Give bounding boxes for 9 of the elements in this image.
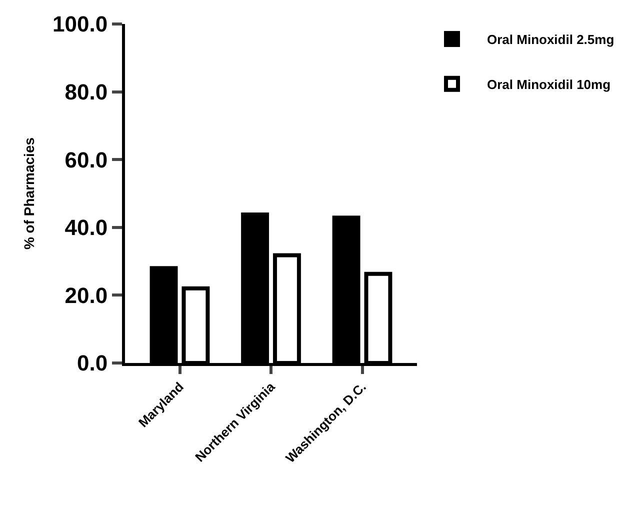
y-tick-label: 40.0 [64,215,108,240]
y-axis-title: % of Pharmacies [21,137,38,250]
y-tick-label: 0.0 [77,350,108,376]
legend-label: Oral Minoxidil 10mg [487,76,611,92]
y-tick-label: 80.0 [64,80,108,104]
y-tick-label: 100.0 [52,12,108,37]
y-tick-label: 20.0 [64,282,108,308]
y-tick-label: 60.0 [64,147,108,172]
legend-label: Oral Minoxidil 2.5mg [487,32,614,48]
